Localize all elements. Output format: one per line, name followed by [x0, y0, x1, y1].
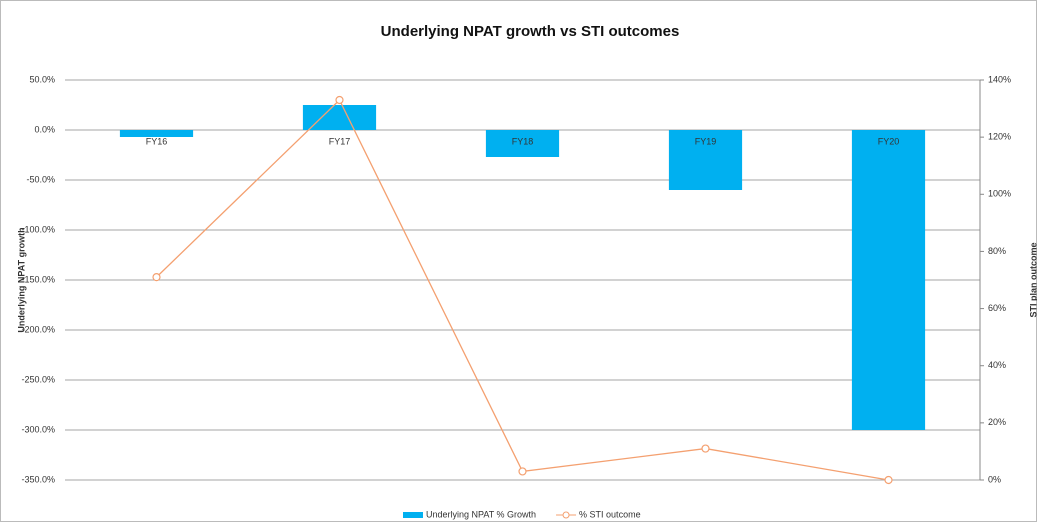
y-axis-title: Underlying NPAT growth: [16, 227, 26, 332]
bar: [485, 130, 560, 157]
x-tick-label: FY19: [695, 136, 717, 146]
y-tick-label: -350.0%: [21, 474, 55, 484]
legend-label: % STI outcome: [579, 509, 641, 519]
marker: [335, 95, 344, 105]
y-tick-label: 50.0%: [29, 74, 55, 84]
bar: [302, 105, 377, 130]
y-tick-label: 0.0%: [34, 124, 55, 134]
marker: [701, 444, 710, 453]
y2-tick-label: 0%: [988, 474, 1001, 484]
bar: [851, 130, 926, 430]
y2-tick-label: 140%: [988, 74, 1011, 84]
legend-swatch: [403, 512, 423, 518]
y2-tick-label: 40%: [988, 360, 1006, 370]
x-tick-label: FY16: [146, 136, 168, 146]
bar: [668, 130, 743, 190]
y-tick-label: -150.0%: [21, 274, 55, 284]
chart-title: Underlying NPAT growth vs STI outcomes: [381, 23, 680, 40]
y2-tick-label: 120%: [988, 132, 1011, 142]
marker: [518, 467, 527, 476]
bar: [119, 130, 194, 137]
legend-label: Underlying NPAT % Growth: [426, 509, 536, 519]
y2-tick-label: 20%: [988, 417, 1006, 427]
x-tick-label: FY17: [329, 136, 351, 146]
y2-axis-title: STI plan outcome: [1028, 242, 1037, 317]
y-tick-label: -100.0%: [21, 224, 55, 234]
legend-swatch: [562, 511, 570, 519]
marker: [152, 273, 161, 282]
y2-tick-label: 100%: [988, 189, 1011, 199]
x-tick-label: FY18: [512, 136, 534, 146]
marker: [884, 475, 893, 485]
y-tick-label: -300.0%: [21, 424, 55, 434]
y2-tick-label: 80%: [988, 246, 1006, 256]
y2-tick-label: 60%: [988, 303, 1006, 313]
y-tick-label: -200.0%: [21, 324, 55, 334]
y-tick-label: -250.0%: [21, 374, 55, 384]
x-tick-label: FY20: [878, 136, 900, 146]
y-tick-label: -50.0%: [26, 174, 55, 184]
